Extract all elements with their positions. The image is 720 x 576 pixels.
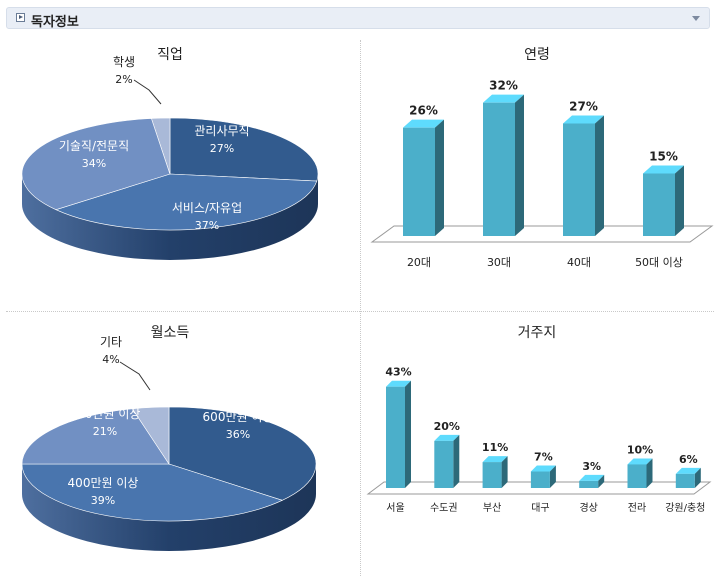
- bar-top-face: [403, 119, 444, 128]
- bar: [563, 123, 595, 236]
- bar: [579, 480, 599, 488]
- pie-slice: [21, 463, 284, 522]
- bar-category-label: 50대 이상: [635, 256, 683, 269]
- bar-side-face: [435, 119, 444, 236]
- pie-value-label: 21%: [93, 425, 117, 438]
- bar-category-label: 경상: [579, 501, 597, 514]
- bar-value-label: 26%: [409, 104, 438, 118]
- bar-top-face: [579, 474, 605, 481]
- bar-top-face: [483, 94, 524, 103]
- section-bullet-icon: [16, 13, 25, 22]
- bar: [627, 464, 647, 488]
- bar-side-face: [515, 94, 524, 237]
- bar: [434, 440, 454, 488]
- bar-top-face: [482, 456, 508, 463]
- bar-title: 거주지: [518, 325, 557, 341]
- bar-category-label: 20대: [407, 256, 431, 269]
- bar-top-face: [627, 458, 653, 465]
- pie-leader-line: [133, 79, 162, 105]
- horizontal-divider: [6, 311, 714, 312]
- vertical-divider: [360, 40, 361, 576]
- bar-value-label: 27%: [569, 100, 598, 114]
- bar-floor: [370, 225, 714, 243]
- bar-top-face: [563, 115, 604, 124]
- bar-value-label: 11%: [482, 441, 508, 454]
- bar-top-face: [434, 434, 460, 441]
- pie-category-label: 400만원 이상: [68, 476, 139, 490]
- bar-value-label: 7%: [534, 451, 553, 464]
- bar-side-face: [405, 380, 411, 488]
- bar-category-label: 30대: [487, 256, 511, 269]
- bar-side-face: [595, 115, 604, 236]
- bar-title: 연령: [524, 47, 550, 63]
- bar-value-label: 10%: [627, 443, 653, 456]
- pie-slice: [169, 117, 319, 182]
- pie-value-label: 27%: [210, 142, 234, 155]
- bar-side-face: [694, 467, 701, 488]
- pie-leader-line: [119, 361, 151, 391]
- pie-slice: [131, 406, 170, 465]
- pie-slice: [168, 406, 317, 501]
- pie-category-label: 기술직/전문직: [59, 139, 129, 153]
- bar-value-label: 32%: [489, 79, 518, 93]
- bar-category-label: 40대: [567, 256, 591, 269]
- bar: [403, 127, 435, 236]
- bar-side-face: [453, 434, 460, 488]
- bar-value-label: 20%: [434, 420, 460, 433]
- pie-side-wall: [22, 464, 316, 551]
- section-title: 독자정보: [31, 15, 79, 30]
- pie-slice: [21, 118, 171, 211]
- pie-slice: [151, 117, 171, 175]
- bar-value-label: 43%: [385, 366, 411, 379]
- bar-side-face: [675, 165, 684, 236]
- bar-top-face: [643, 165, 684, 174]
- bar-category-label: 수도권: [430, 502, 458, 514]
- bar-value-label: 3%: [582, 460, 601, 473]
- pie-title: 월소득: [151, 325, 190, 341]
- bar-value-label: 6%: [679, 453, 698, 466]
- pie-category-label: 기타: [100, 335, 122, 349]
- pie-category-label: 학생: [113, 55, 135, 69]
- bar: [386, 386, 405, 488]
- pie-slice: [21, 408, 170, 465]
- bar-side-face: [646, 458, 653, 488]
- bar-value-label: 15%: [649, 150, 678, 164]
- pie-value-label: 34%: [82, 157, 106, 170]
- pie-category-label: 서비스/자유업: [172, 201, 242, 215]
- bar: [482, 462, 502, 488]
- collapse-arrow-icon[interactable]: [692, 16, 700, 21]
- pie-slice: [55, 173, 318, 231]
- section-header: 독자정보: [6, 7, 710, 30]
- bar-side-face: [501, 456, 508, 488]
- bar: [483, 102, 515, 237]
- bar-side-face: [549, 465, 556, 488]
- pie-category-label: 200만원 이상: [70, 407, 141, 421]
- bar: [530, 471, 550, 488]
- pie-side-wall: [22, 174, 318, 260]
- bar-category-label: 부산: [483, 502, 501, 514]
- bar-top-face: [530, 465, 556, 472]
- bar-top-face: [386, 380, 411, 387]
- bar-category-label: 서울: [386, 502, 404, 514]
- bar-side-face: [598, 474, 605, 488]
- bar-category-label: 강원/충청: [665, 502, 705, 514]
- pie-category-label: 관리사무직: [194, 124, 249, 138]
- bar: [643, 173, 675, 236]
- pie-value-label: 4%: [102, 353, 119, 366]
- pie-value-label: 37%: [195, 219, 219, 232]
- bar-category-label: 대구: [531, 502, 549, 514]
- bar-top-face: [675, 467, 701, 474]
- pie-value-label: 36%: [226, 428, 250, 441]
- bar: [675, 473, 695, 488]
- pie-value-label: 2%: [115, 73, 132, 86]
- pie-title: 직업: [157, 47, 183, 63]
- pie-value-label: 39%: [91, 494, 115, 507]
- bar-category-label: 전라: [628, 502, 646, 514]
- pie-category-label: 600만원 이상: [203, 410, 274, 424]
